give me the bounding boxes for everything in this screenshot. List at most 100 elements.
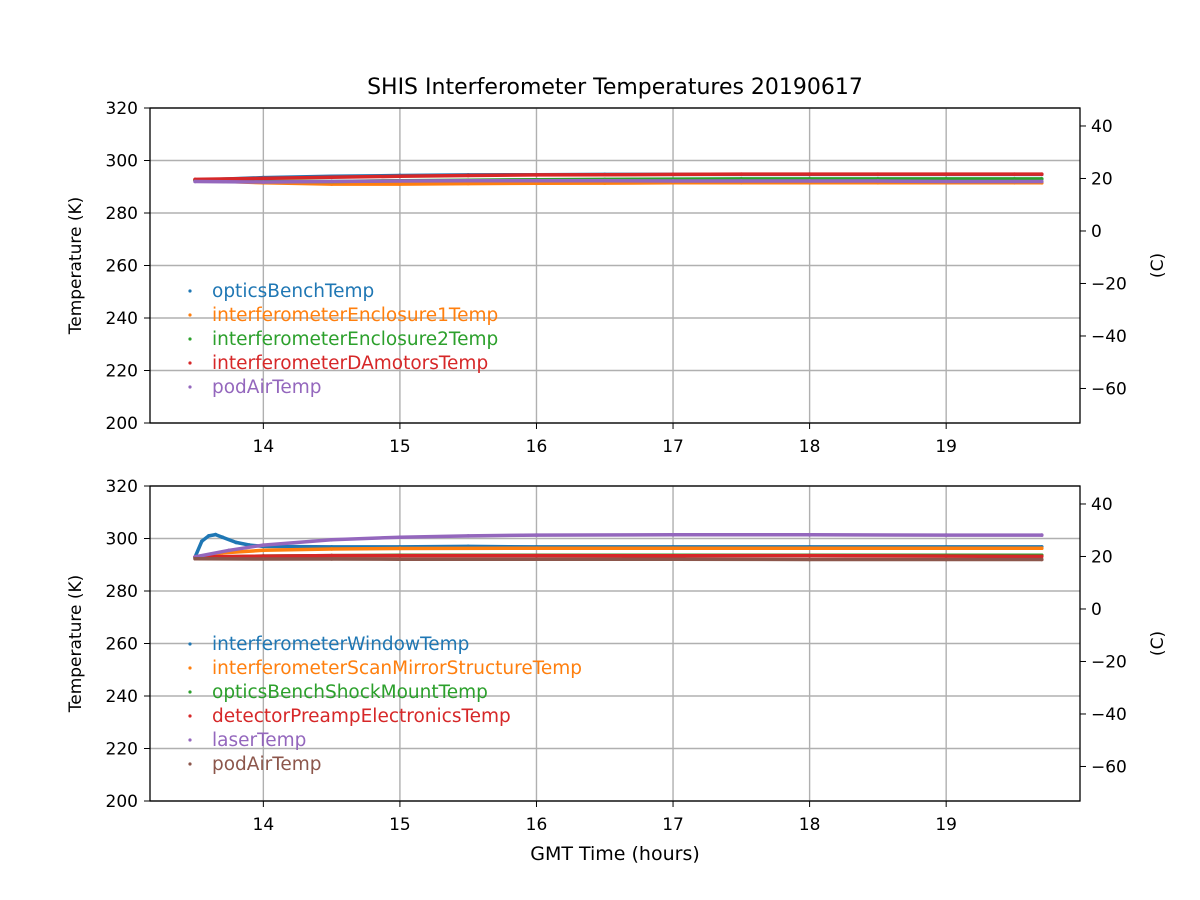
y-right-tick-label: 0 bbox=[1091, 600, 1102, 620]
x-tick-label: 14 bbox=[253, 437, 275, 457]
plot-frame bbox=[149, 107, 1081, 424]
y-right-tick-label: 0 bbox=[1091, 222, 1102, 242]
data-point bbox=[398, 546, 402, 551]
data-point bbox=[1039, 172, 1044, 176]
top-panel: 14 15 16 17 18 19200220240260280300320−60−40−… bbox=[66, 99, 1168, 457]
data-point bbox=[602, 178, 607, 183]
data-point bbox=[534, 546, 539, 551]
y-tick-label: 320 bbox=[106, 477, 138, 497]
data-point bbox=[671, 554, 675, 558]
x-tick-label: 14 bbox=[253, 815, 275, 835]
data-point bbox=[671, 172, 675, 177]
data-point bbox=[261, 180, 266, 184]
y-axis-label: Temperature (K) bbox=[66, 575, 86, 714]
x-axis-label: GMT Time (hours) bbox=[530, 843, 700, 865]
series-line bbox=[193, 172, 1044, 182]
data-point bbox=[1039, 533, 1044, 537]
series-line bbox=[193, 178, 1044, 184]
data-point bbox=[398, 535, 402, 539]
x-tick-label: 18 bbox=[799, 815, 821, 835]
data-point bbox=[876, 172, 880, 176]
data-point bbox=[671, 533, 675, 537]
data-point bbox=[329, 179, 334, 184]
x-tick-label: 19 bbox=[935, 437, 957, 457]
y-tick-label: 300 bbox=[106, 530, 138, 550]
y-right-tick-label: 20 bbox=[1091, 169, 1113, 189]
legend-marker bbox=[188, 313, 192, 317]
y-right-tick-label: −40 bbox=[1091, 327, 1127, 347]
data-point bbox=[944, 172, 948, 176]
y-right-axis-label: (C) bbox=[1148, 631, 1168, 656]
y-right-tick-label: −40 bbox=[1091, 705, 1127, 725]
data-point bbox=[1039, 179, 1044, 184]
y-tick-label: 220 bbox=[106, 362, 138, 382]
data-point bbox=[876, 179, 880, 183]
data-point bbox=[671, 557, 675, 562]
y-right-tick-label: 40 bbox=[1091, 117, 1113, 137]
y-right-tick-label: −20 bbox=[1091, 652, 1127, 672]
legend-marker bbox=[188, 714, 192, 718]
y-tick-label: 280 bbox=[106, 204, 138, 224]
legend-label: interferometerWindowTemp bbox=[212, 634, 469, 655]
legend-marker bbox=[188, 762, 192, 766]
data-point bbox=[1012, 172, 1017, 176]
legend-label: detectorPreampElectronicsTemp bbox=[212, 706, 511, 727]
data-point bbox=[193, 179, 197, 184]
data-point bbox=[206, 534, 211, 538]
data-point bbox=[398, 179, 402, 183]
data-point bbox=[739, 179, 744, 183]
data-point bbox=[534, 533, 539, 537]
data-point bbox=[234, 540, 238, 545]
data-point bbox=[807, 533, 812, 537]
legend-marker bbox=[188, 289, 192, 293]
data-point bbox=[261, 557, 266, 561]
data-point bbox=[398, 553, 402, 558]
data-point bbox=[534, 553, 539, 558]
data-point bbox=[398, 557, 402, 562]
data-point bbox=[671, 179, 675, 183]
data-point bbox=[944, 557, 948, 562]
y-tick-label: 220 bbox=[106, 740, 138, 760]
y-tick-label: 320 bbox=[106, 99, 138, 119]
data-point bbox=[261, 176, 266, 181]
y-tick-label: 240 bbox=[106, 309, 138, 329]
legend-marker bbox=[188, 690, 192, 694]
x-tick-label: 15 bbox=[389, 437, 411, 457]
y-tick-label: 300 bbox=[106, 152, 138, 172]
y-tick-label: 260 bbox=[106, 635, 138, 655]
x-tick-label: 17 bbox=[662, 815, 684, 835]
legend-label: opticsBenchTemp bbox=[212, 281, 374, 302]
data-point bbox=[602, 172, 607, 177]
legend-label: interferometerDAmotorsTemp bbox=[212, 353, 488, 374]
y-right-tick-label: 40 bbox=[1091, 495, 1113, 515]
data-point bbox=[329, 538, 334, 542]
y-right-tick-label: −60 bbox=[1091, 379, 1127, 399]
legend-label: interferometerEnclosure1Temp bbox=[212, 305, 498, 326]
data-point bbox=[398, 174, 402, 179]
data-point bbox=[534, 173, 539, 177]
bottom-panel: 14 15 16 17 18 19200220240260280300320−60−40−… bbox=[66, 477, 1168, 835]
data-point bbox=[329, 553, 334, 558]
y-tick-label: 260 bbox=[106, 257, 138, 277]
data-point bbox=[261, 554, 266, 558]
data-point bbox=[944, 546, 948, 551]
x-tick-label: 19 bbox=[935, 815, 957, 835]
data-point bbox=[671, 546, 675, 551]
data-point bbox=[220, 535, 225, 539]
data-point bbox=[807, 546, 812, 551]
data-point bbox=[329, 557, 334, 561]
legend-label: interferometerEnclosure2Temp bbox=[212, 329, 498, 350]
chart-title: SHIS Interferometer Temperatures 2019061… bbox=[367, 75, 863, 100]
y-right-tick-label: −60 bbox=[1091, 757, 1127, 777]
y-tick-label: 200 bbox=[106, 792, 138, 812]
data-point bbox=[213, 532, 218, 537]
data-point bbox=[466, 181, 470, 186]
data-point bbox=[1012, 179, 1017, 184]
legend-marker bbox=[188, 385, 192, 389]
series-line bbox=[193, 553, 1044, 559]
y-right-tick-label: 20 bbox=[1091, 547, 1113, 567]
legend-marker bbox=[188, 337, 192, 341]
data-point bbox=[807, 179, 812, 183]
data-point bbox=[466, 173, 470, 178]
